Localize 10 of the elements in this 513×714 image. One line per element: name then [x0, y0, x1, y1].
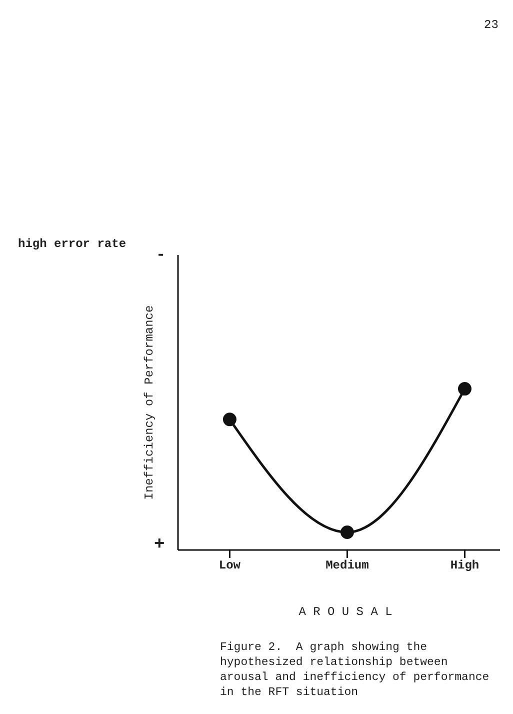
- x-tick-label: Medium: [326, 558, 369, 573]
- text: high error rate: [18, 237, 126, 251]
- x-tick-label: Low: [218, 558, 242, 573]
- text: -: [156, 246, 166, 264]
- text: 23: [484, 18, 498, 32]
- text: +: [154, 535, 165, 555]
- caption: Figure 2. A graph showing the hypothesized relationship between arousal and inefficiency of performance in the RFT situation: [220, 640, 490, 700]
- x-tick-label: High: [450, 558, 480, 573]
- y-axis-title: Inefficiency of Performance: [142, 305, 156, 500]
- x-axis-title: A R O U S A L: [298, 605, 394, 619]
